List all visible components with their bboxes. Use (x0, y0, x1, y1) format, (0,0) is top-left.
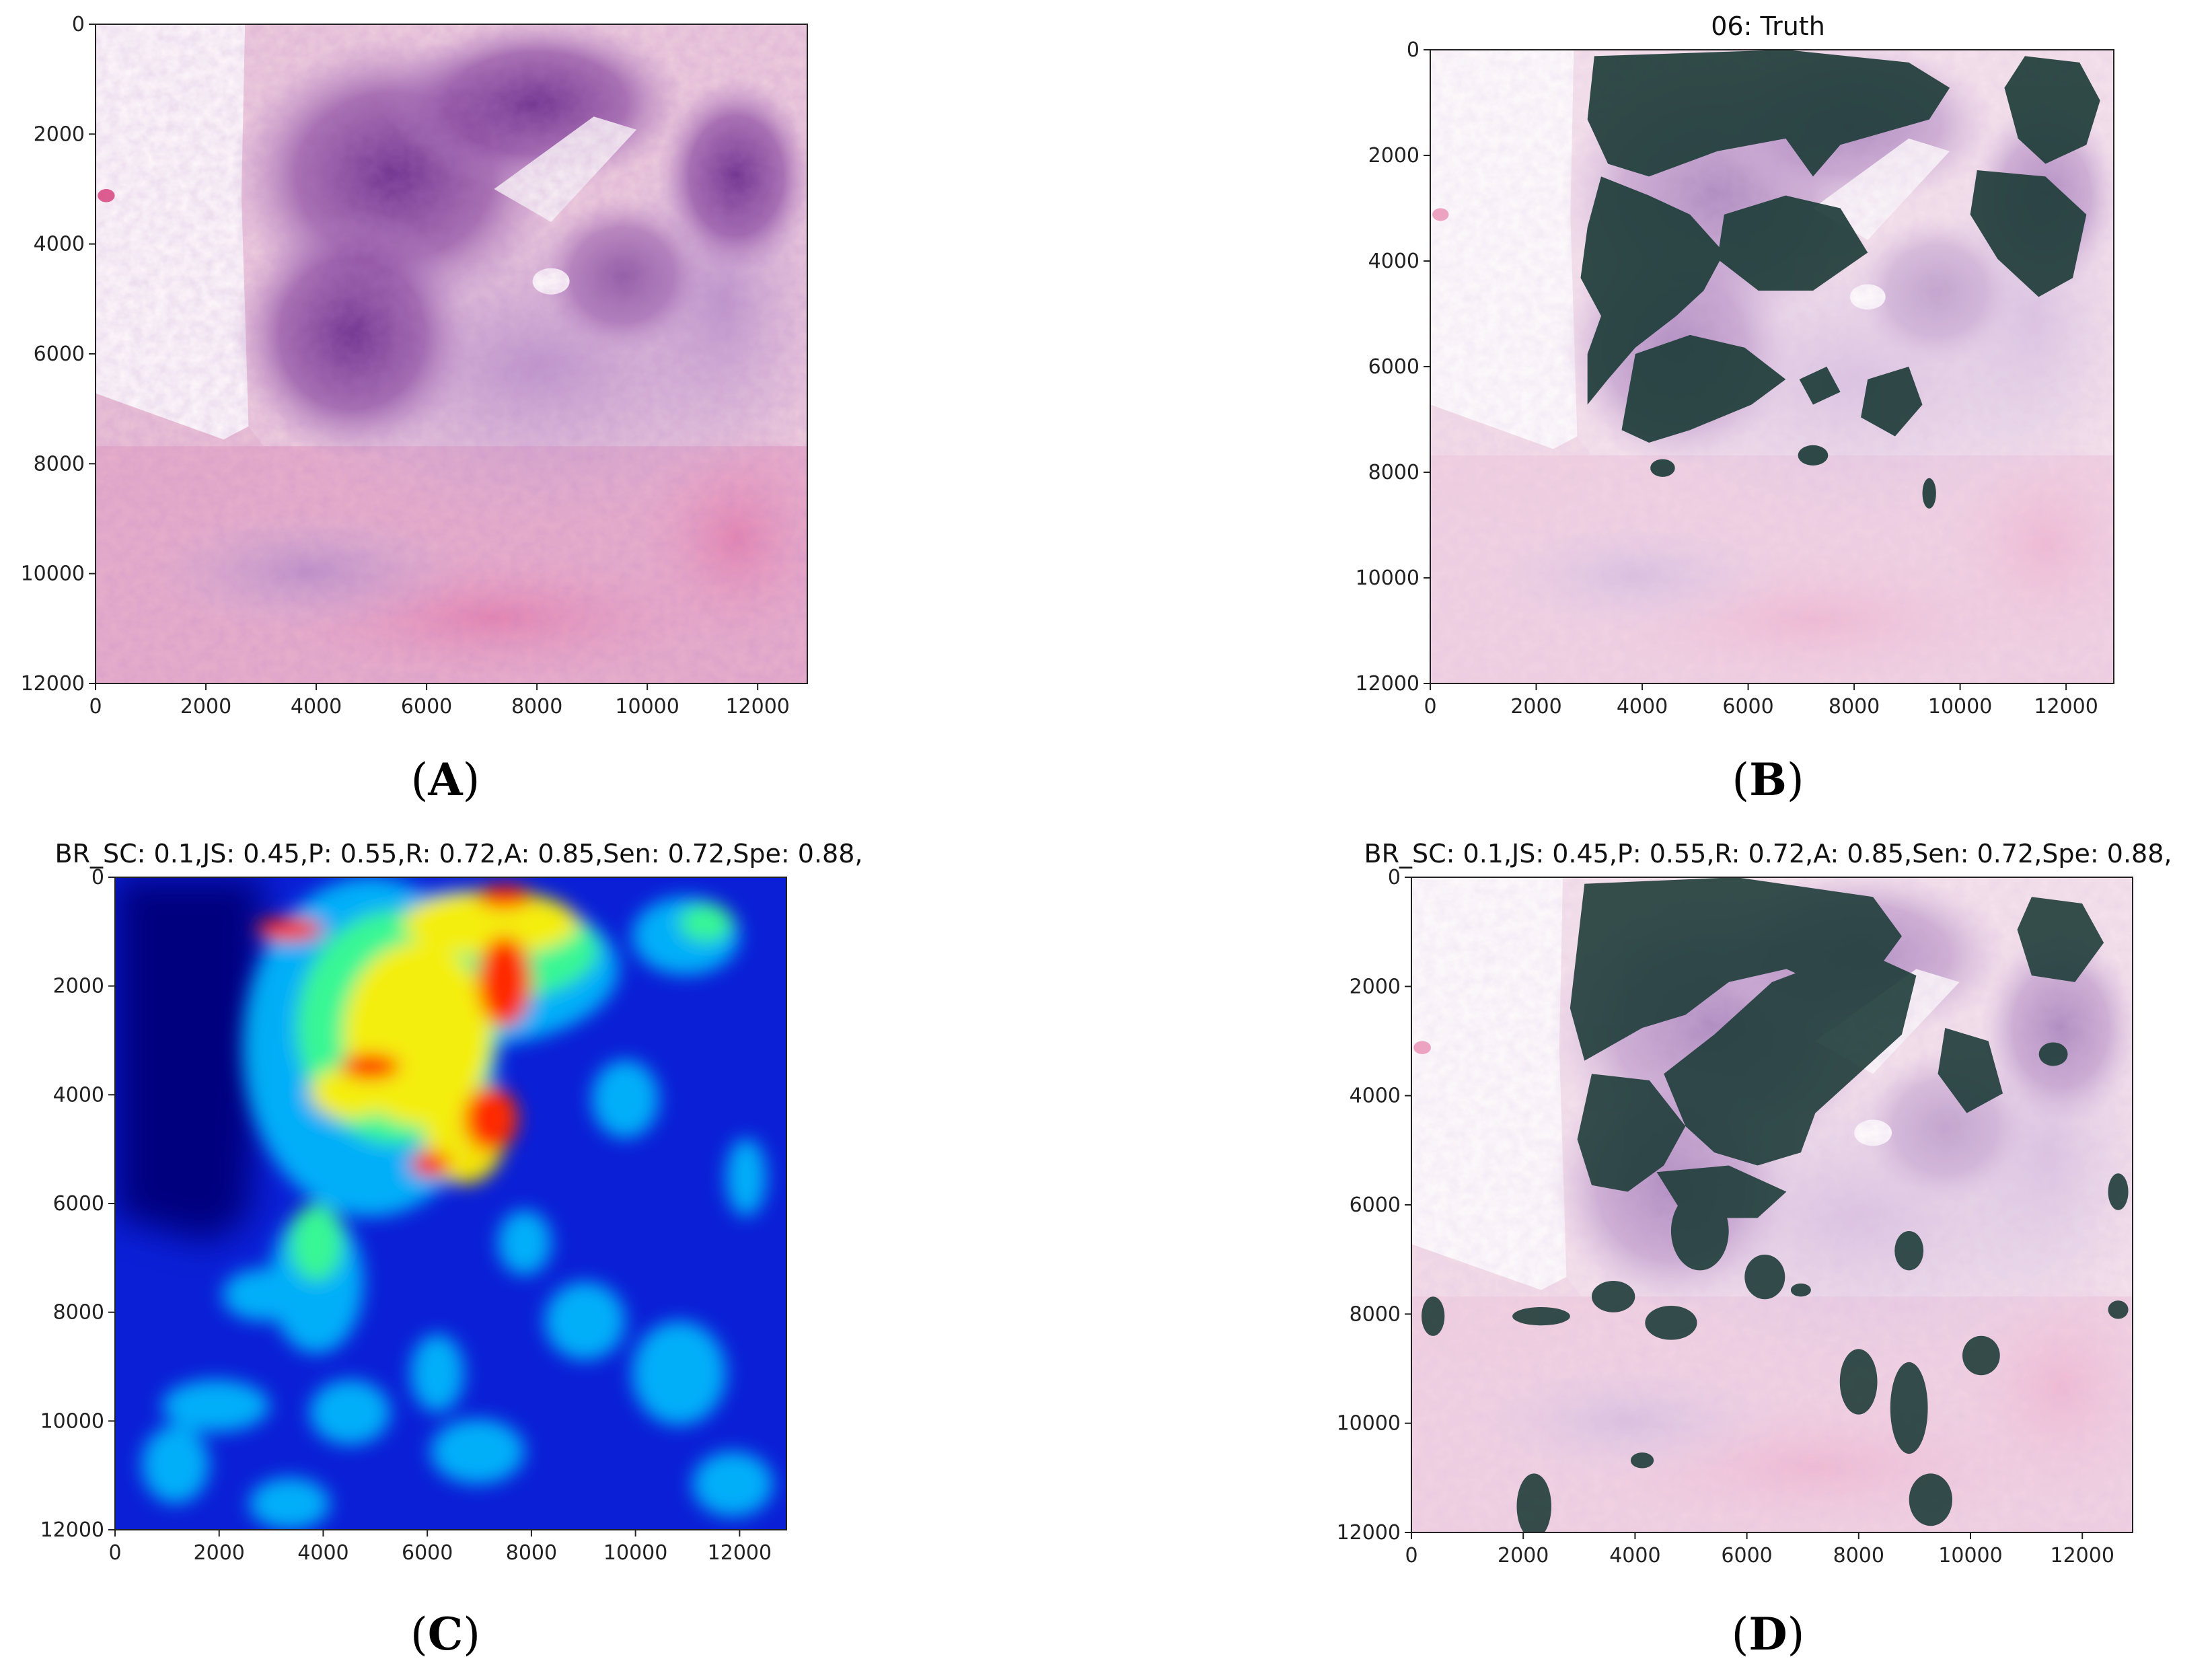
panel-c-title: BR_SC: 0.1,JS: 0.45,P: 0.55,R: 0.72,A: 0… (55, 839, 863, 868)
y-tick-label: 4000 (1368, 250, 1420, 273)
caption-d: (D) (1732, 1608, 1805, 1660)
y-tick-label: 10000 (40, 1409, 104, 1433)
x-tick-label: 2000 (194, 1541, 245, 1565)
x-tick-label: 0 (1424, 695, 1436, 718)
caption-a: (A) (411, 753, 480, 806)
y-tick-label: 0 (1407, 38, 1420, 62)
panel-a-axes: 0 2000 4000 6000 8000 10000 120000200040006000… (21, 13, 790, 718)
x-tick-label: 4000 (1609, 1544, 1660, 1567)
x-tick-label: 10000 (603, 1541, 667, 1565)
y-tick-label: 8000 (53, 1301, 104, 1325)
y-tick-label: 8000 (1368, 461, 1420, 484)
y-tick-label: 0 (91, 866, 104, 889)
panel-b-image (1430, 50, 2114, 683)
y-tick-label: 12000 (1337, 1521, 1401, 1545)
x-tick-label: 4000 (291, 695, 342, 718)
caption-b: (B) (1732, 753, 1804, 806)
y-tick-label: 0 (1388, 866, 1401, 889)
y-tick-label: 4000 (34, 233, 85, 256)
x-tick-label: 6000 (1721, 1544, 1772, 1567)
panel-c-axes: 0 2000 4000 6000 8000 10000 120000200040006000… (40, 866, 772, 1565)
y-tick-label: 10000 (1356, 566, 1420, 590)
panel-d: BR_SC: 0.1,JS: 0.45,P: 0.55,R: 0.72,A: 0… (1337, 839, 2172, 1567)
truth-mask (1580, 50, 2100, 509)
y-tick-label: 12000 (21, 672, 85, 696)
y-tick-label: 10000 (1337, 1412, 1401, 1436)
x-tick-label: 6000 (401, 695, 452, 718)
y-tick-label: 6000 (1350, 1193, 1401, 1217)
x-tick-label: 0 (89, 695, 102, 718)
x-tick-label: 4000 (1617, 695, 1668, 718)
y-tick-label: 2000 (1368, 144, 1420, 168)
y-tick-label: 2000 (34, 122, 85, 146)
x-tick-label: 2000 (1510, 695, 1561, 718)
y-tick-label: 6000 (1368, 355, 1420, 379)
x-tick-label: 8000 (506, 1541, 557, 1565)
panel-d-title: BR_SC: 0.1,JS: 0.45,P: 0.55,R: 0.72,A: 0… (1364, 839, 2172, 868)
y-tick-label: 10000 (21, 562, 85, 586)
x-tick-label: 4000 (297, 1541, 348, 1565)
y-tick-label: 12000 (40, 1518, 104, 1542)
x-tick-label: 8000 (1833, 1544, 1884, 1567)
x-tick-label: 12000 (725, 695, 789, 718)
x-tick-label: 10000 (615, 695, 679, 718)
caption-c: (C) (410, 1608, 480, 1660)
panel-b-title: 06: Truth (1711, 11, 1825, 41)
x-tick-label: 2000 (1498, 1544, 1549, 1567)
y-tick-label: 2000 (53, 975, 104, 998)
x-tick-label: 6000 (402, 1541, 453, 1565)
x-tick-label: 2000 (180, 695, 231, 718)
y-tick-label: 2000 (1350, 975, 1401, 998)
panel-d-axes: 0 2000 4000 6000 8000 10000 120000200040006000… (1337, 866, 2114, 1567)
y-tick-label: 8000 (34, 452, 85, 476)
x-tick-label: 8000 (511, 695, 562, 718)
panel-b-axes: 0 2000 4000 6000 8000 10000 120000200040006000… (1356, 38, 2098, 718)
panel-b: 06: Truth 0 2000 4000 6000 8000 10000 12000020… (1356, 11, 2114, 718)
y-tick-label: 4000 (1350, 1084, 1401, 1108)
x-tick-label: 0 (108, 1541, 121, 1565)
panel-a-image (96, 17, 843, 690)
y-tick-label: 12000 (1356, 672, 1420, 696)
predicted-mask (1422, 877, 2129, 1532)
panel-d-image (1411, 877, 2133, 1532)
panel-a: 0 2000 4000 6000 8000 10000 120000200040006000… (21, 13, 843, 718)
x-tick-label: 8000 (1829, 695, 1880, 718)
y-tick-label: 0 (72, 13, 85, 36)
panel-c: BR_SC: 0.1,JS: 0.45,P: 0.55,R: 0.72,A: 0… (40, 839, 863, 1565)
x-tick-label: 12000 (2050, 1544, 2114, 1567)
y-tick-label: 6000 (34, 342, 85, 366)
x-tick-label: 12000 (708, 1541, 772, 1565)
y-tick-label: 6000 (53, 1192, 104, 1216)
y-tick-label: 8000 (1350, 1302, 1401, 1326)
x-tick-label: 10000 (1928, 695, 1992, 718)
y-tick-label: 4000 (53, 1083, 104, 1107)
x-tick-label: 0 (1405, 1544, 1417, 1567)
x-tick-label: 6000 (1722, 695, 1773, 718)
panel-c-heatmap (115, 877, 786, 1530)
x-tick-label: 12000 (2034, 695, 2098, 718)
x-tick-label: 10000 (1938, 1544, 2002, 1567)
